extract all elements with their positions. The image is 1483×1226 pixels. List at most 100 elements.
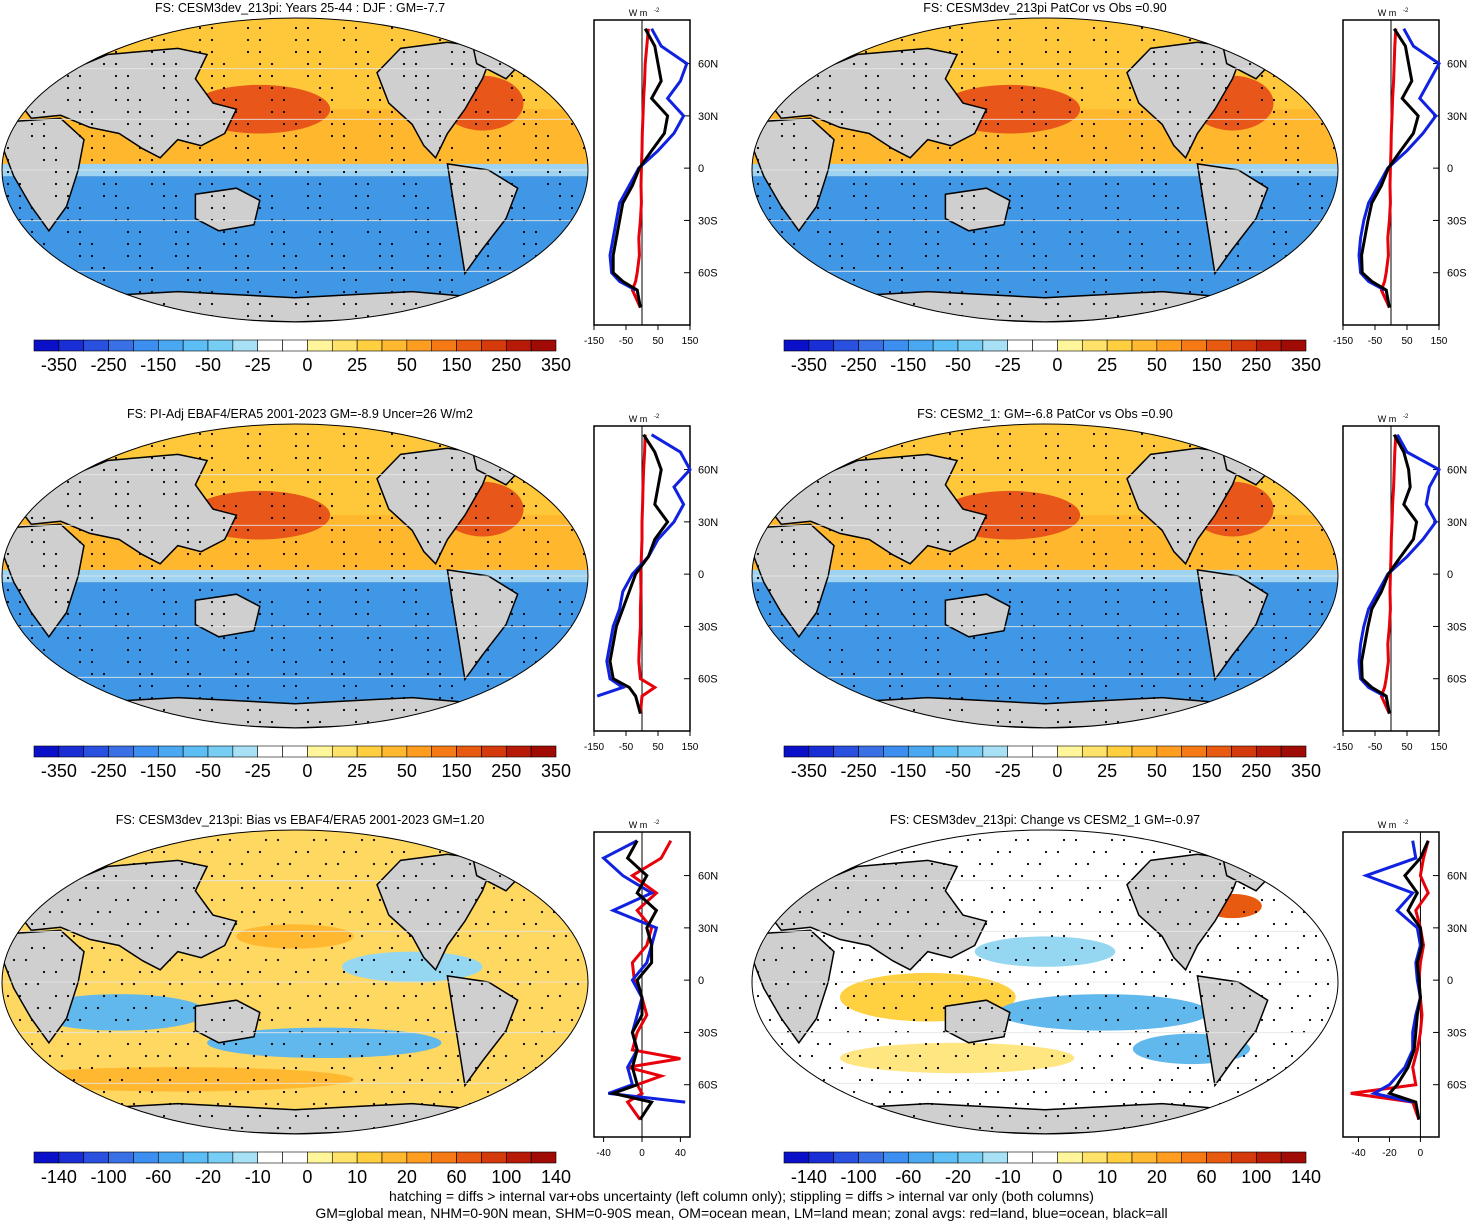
stipple-dot [306,194,310,198]
stipple-dot [384,862,388,866]
stipple-dot [54,314,58,318]
stipple-dot [150,456,154,460]
stipple-dot [114,206,118,210]
stipple-dot [1164,98,1168,102]
stipple-dot [402,850,406,854]
stipple-dot [1056,720,1060,724]
stipple-dot [852,50,856,54]
stipple-dot [390,552,394,556]
stipple-dot [1008,600,1012,604]
stipple-dot [1068,600,1072,604]
colorbar-label: -25 [995,355,1021,375]
stipple-dot [1056,600,1060,604]
stipple-dot [486,1066,490,1070]
stipple-dot [294,122,298,126]
stipple-dot [186,242,190,246]
stipple-dot [1140,444,1144,448]
stipple-dot [306,444,310,448]
stipple-dot [582,122,586,126]
stipple-dot [534,516,538,520]
stipple-dot [114,1018,118,1022]
stipple-dot [102,850,106,854]
stipple-dot [816,850,820,854]
stipple-dot [450,38,454,42]
stipple-dot [912,206,916,210]
stipple-dot [816,86,820,90]
stipple-dot [756,290,760,294]
stipple-dot [828,254,832,258]
stipple-dot [342,38,346,42]
stipple-dot [1266,1102,1270,1106]
stipple-dot [1062,1102,1066,1106]
stipple-dot [138,504,142,508]
stipple-dot [1068,720,1072,724]
stipple-dot [546,468,550,472]
stipple-dot [66,50,70,54]
stipple-dot [558,994,562,998]
stipple-dot [318,230,322,234]
stipple-dot [546,850,550,854]
stipple-dot [450,850,454,854]
stipple-dot [6,576,10,580]
stipple-dot [984,1066,988,1070]
stipple-dot [1008,480,1012,484]
colorbar-label: -50 [945,761,971,781]
colorbar-label: 60 [1197,1167,1217,1187]
stipple-dot [1200,850,1204,854]
stipple-dot [48,910,52,914]
stipple-dot [294,946,298,950]
stipple-dot [6,552,10,556]
stipple-dot [570,98,574,102]
stipple-dot [900,182,904,186]
stipple-dot [402,480,406,484]
stipple-dot [912,456,916,460]
stipple-dot [1176,672,1180,676]
stipple-dot [486,254,490,258]
stipple-dot [90,946,94,950]
stipple-dot [1104,696,1108,700]
stipple-dot [1002,1078,1006,1082]
stipple-dot [1044,38,1048,42]
stipple-dot [1092,970,1096,974]
stipple-dot [246,278,250,282]
stipple-dot [1056,588,1060,592]
stipple-dot [1308,480,1312,484]
colorbar-swatch [957,1151,984,1164]
panel-4: FS: CESM2_1: GM=-6.8 PatCor vs Obs =0.90… [751,407,1467,781]
stipple-dot [558,302,562,306]
stipple-dot [546,696,550,700]
stipple-dot [312,1078,316,1082]
stipple-dot [306,874,310,878]
stipple-dot [996,278,1000,282]
colorbar: -350 -250 -150 -50 -25 0 25 50 150 250 350 [33,745,571,781]
stipple-dot [114,74,118,78]
stipple-dot [468,934,472,938]
stipple-dot [960,26,964,30]
stipple-dot [522,898,526,902]
stipple-dot [924,898,928,902]
stipple-dot [936,672,940,676]
stipple-dot [354,62,358,66]
stipple-dot [1104,576,1108,580]
stipple-dot [270,62,274,66]
stipple-dot [768,874,772,878]
stipple-dot [174,648,178,652]
stipple-dot [1188,242,1192,246]
stipple-dot [1272,98,1276,102]
stipple-dot [486,242,490,246]
stipple-dot [1326,1006,1330,1010]
map-title: FS: PI-Adj EBAF4/ERA5 2001-2023 GM=-8.9 … [127,407,473,421]
zonal-line-land [1379,434,1398,715]
stipple-dot [138,146,142,150]
stipple-dot [864,86,868,90]
stipple-dot [132,1102,136,1106]
stipple-dot [864,1018,868,1022]
stipple-dot [858,1078,862,1082]
stipple-dot [210,1114,214,1118]
stipple-dot [1140,26,1144,30]
stipple-dot [444,886,448,890]
stipple-dot [948,540,952,544]
stipple-dot [402,158,406,162]
stipple-dot [162,86,166,90]
stipple-dot [912,898,916,902]
